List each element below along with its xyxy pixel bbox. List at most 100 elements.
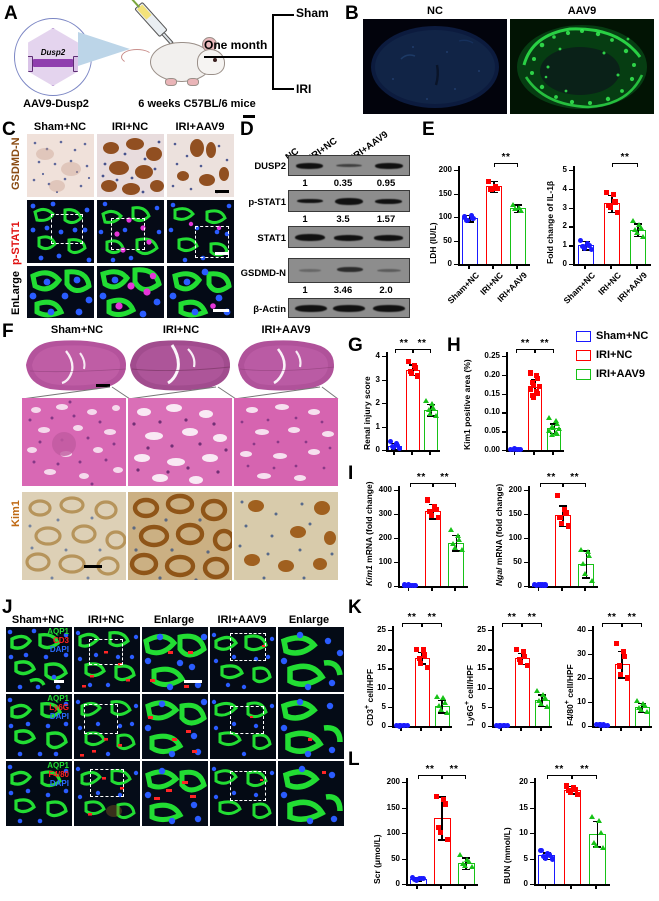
y-tick-label: 10 — [377, 682, 386, 692]
datapoint — [429, 401, 436, 407]
y-tick — [454, 264, 458, 266]
y-tick-label: 15 — [477, 663, 486, 673]
y-tick — [488, 726, 492, 728]
y-tick — [588, 702, 592, 704]
datapoint — [553, 420, 560, 426]
panel-j-label: J — [2, 597, 13, 618]
significance-label: ** — [427, 612, 437, 623]
y-tick — [530, 858, 534, 860]
panel-j-img-r3c1: AQP1 F4/80 DAPI — [6, 761, 72, 826]
datapoint — [644, 709, 651, 715]
y-tick-label: 0 — [395, 879, 400, 888]
panel-c-img-pstat1-iriaav9 — [167, 200, 234, 263]
panel-i-chart-ngal: 0 50 100 150 200 ** ** Ngal mRNA (fold change) — [492, 472, 604, 594]
y-tick — [530, 807, 534, 809]
panel-f-section-irinc — [126, 337, 234, 392]
datapoint — [588, 246, 594, 252]
datapoint — [580, 561, 587, 567]
errorbar-cap-2 — [514, 204, 522, 206]
x-tick — [595, 885, 597, 889]
bar-1 — [406, 369, 420, 450]
panel-c-row-gsdmdn: GSDMD-N — [10, 137, 22, 190]
y-tick — [402, 807, 406, 809]
panel-i-chart-kim1: 0 100 200 300 400 ** ** Kim1 mRNA (fold change) — [362, 472, 474, 594]
significance-bracket — [602, 623, 622, 627]
datapoint — [614, 209, 620, 215]
panel-c-scalebar-ihc — [215, 190, 229, 193]
datapoint — [441, 699, 448, 705]
y-tick — [394, 538, 398, 540]
y-tick — [502, 412, 506, 414]
panel-c-img-pstat1-irinc — [97, 200, 164, 263]
y-tick — [382, 356, 386, 358]
panel-c-img-gsdmdn-sham — [27, 134, 94, 197]
panel-j-col-4: Enlarge — [288, 614, 330, 626]
y-axis-label: CD3+ cell/HPF — [364, 668, 375, 726]
datapoint — [555, 493, 561, 499]
x-axis — [573, 264, 651, 266]
y-tick — [454, 217, 458, 219]
significance-label: ** — [580, 764, 590, 775]
datapoint — [604, 189, 610, 196]
datapoint — [535, 581, 542, 588]
significance-label: ** — [440, 472, 450, 483]
panel-d-blot-pstat1 — [288, 190, 410, 212]
panel-d-blotlabel-bactin: β-Actin — [253, 304, 286, 315]
y-tick — [382, 450, 386, 452]
datapoint — [552, 417, 559, 423]
datapoint — [404, 722, 410, 728]
y-tick-label: 0.25 — [484, 351, 500, 360]
datapoint — [440, 694, 447, 700]
errorbar-cap-2 — [438, 712, 446, 714]
x-axis — [528, 586, 598, 588]
y-tick-label: 0 — [375, 445, 380, 454]
datapoint — [509, 201, 516, 207]
significance-bracket — [546, 775, 572, 779]
significance-bracket — [539, 483, 563, 487]
datapoint — [557, 514, 563, 520]
y-tick — [524, 490, 528, 492]
y-tick-label: 5 — [481, 701, 486, 711]
errorbar-cap-1 — [559, 525, 567, 527]
datapoint — [614, 640, 620, 646]
x-axis — [506, 450, 564, 452]
panel-d-blot-stat1 — [288, 226, 410, 248]
y-tick — [454, 193, 458, 195]
y-tick-label: 20 — [377, 644, 386, 654]
y-tick — [488, 687, 492, 689]
significance-label: ** — [520, 338, 530, 349]
significance-label: ** — [554, 764, 564, 775]
capsid-caption: AAV9-Dusp2 — [23, 98, 89, 110]
y-axis — [506, 352, 508, 450]
panel-c-img-pstat1-sham — [27, 200, 94, 263]
datapoint — [582, 571, 589, 576]
panel-j-marker-f480-r3: F4/80 — [48, 770, 69, 779]
y-tick — [388, 687, 392, 689]
y-tick-label: 25 — [477, 625, 486, 634]
y-tick-label: 0 — [517, 581, 522, 590]
panel-c-img-enlarge-iriaav9 — [167, 266, 234, 318]
y-tick — [388, 630, 392, 632]
x-tick — [516, 265, 518, 269]
x-axis — [492, 726, 552, 728]
panel-c-scalebar-enlarge — [213, 309, 229, 312]
y-tick-label: 2 — [375, 398, 380, 407]
y-tick-label: 50 — [513, 557, 522, 566]
datapoint — [436, 703, 443, 709]
panel-f-scalebar-kim1 — [84, 565, 102, 568]
errorbar-cap-1 — [490, 192, 498, 194]
y-tick — [588, 678, 592, 680]
y-tick — [394, 514, 398, 516]
y-axis — [458, 166, 460, 264]
panel-j-marker-ly6g-r2: Ly6G — [49, 703, 69, 712]
datapoint — [454, 532, 461, 538]
y-tick-label: 0 — [562, 259, 567, 268]
datapoint — [568, 789, 574, 795]
x-tick — [454, 587, 456, 591]
panel-f-img-kim1-sham — [22, 492, 126, 580]
errorbar-1 — [521, 653, 523, 664]
panel-j-img-r2c2 — [74, 694, 140, 759]
syringe-icon — [128, 0, 174, 45]
y-tick — [454, 240, 458, 242]
x-tick — [407, 587, 410, 591]
